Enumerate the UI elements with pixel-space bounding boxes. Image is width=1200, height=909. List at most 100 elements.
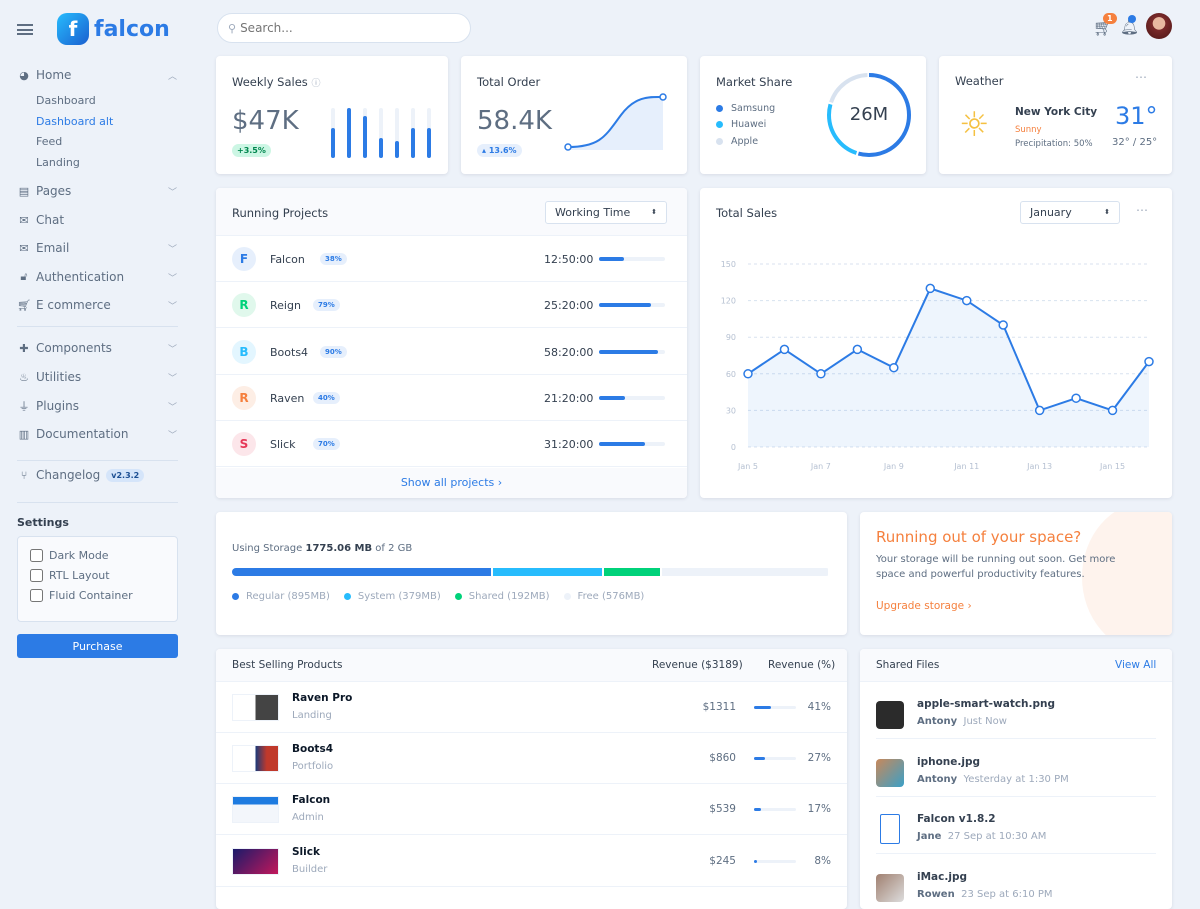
search-input[interactable]	[240, 21, 440, 35]
menu-toggle-icon[interactable]	[17, 24, 33, 35]
dark-mode-checkbox[interactable]: Dark Mode	[30, 545, 165, 565]
project-row[interactable]: F Falcon 38% 12:50:00	[216, 236, 687, 282]
email-icon: ✉	[17, 242, 31, 255]
product-row[interactable]: Raven Pro Landing $1311 41%	[216, 682, 847, 733]
project-row[interactable]: R Reign 79% 25:20:00	[216, 282, 687, 328]
sidebar-item-pages[interactable]: ▤Pages﹀	[17, 184, 177, 198]
product-row[interactable]: Falcon Admin $539 17%	[216, 784, 847, 835]
promo-text: Your storage will be running out soon. G…	[876, 552, 1126, 582]
storage-legend-item: Shared (192MB)	[455, 591, 550, 602]
view-all-link[interactable]: View All	[1115, 659, 1156, 671]
file-row[interactable]: apple-smart-watch.png Antony Just Now	[860, 682, 1172, 739]
sidebar-item-e-commerce[interactable]: 🛒︎E commerce﹀	[17, 298, 177, 312]
file-name[interactable]: iMac.jpg	[917, 871, 967, 883]
data-point[interactable]	[963, 297, 971, 305]
sidebar-item-authentication[interactable]: 🔓︎Authentication﹀	[17, 270, 177, 284]
file-name[interactable]: iphone.jpg	[917, 756, 980, 768]
project-row[interactable]: B Boots4 90% 58:20:00	[216, 329, 687, 375]
show-all-projects-link[interactable]: Show all projects ›	[216, 476, 687, 489]
checkbox[interactable]	[30, 589, 43, 602]
product-row[interactable]: Boots4 Portfolio $860 27%	[216, 733, 847, 784]
column-header[interactable]: Revenue (%)	[768, 659, 835, 671]
project-progress	[599, 350, 665, 354]
storage-segment	[662, 568, 828, 576]
project-row[interactable]: S Slick 70% 31:20:00	[216, 421, 687, 467]
card-title: Market Share	[716, 75, 792, 89]
upgrade-storage-link[interactable]: Upgrade storage ›	[876, 600, 972, 612]
best-selling-products-card: Best Selling Products Revenue ($3189) Re…	[216, 649, 847, 909]
data-point[interactable]	[1036, 406, 1044, 414]
file-name[interactable]: Falcon v1.8.2	[917, 813, 996, 825]
project-name[interactable]: Raven	[270, 392, 304, 405]
file-name[interactable]: apple-smart-watch.png	[917, 698, 1055, 710]
data-point[interactable]	[1072, 394, 1080, 402]
data-point[interactable]	[999, 321, 1007, 329]
fluid-container-checkbox[interactable]: Fluid Container	[30, 585, 165, 605]
data-point[interactable]	[1145, 358, 1153, 366]
file-row[interactable]: iMac.jpg Rowen 23 Sep at 6:10 PM	[860, 855, 1172, 909]
purchase-button[interactable]: Purchase	[17, 634, 178, 658]
sidebar-item-documentation[interactable]: ▥Documentation﹀	[17, 427, 177, 441]
more-options-icon[interactable]: ⋯	[1135, 70, 1147, 84]
checkbox[interactable]	[30, 569, 43, 582]
sidebar-item-label: E commerce	[36, 298, 111, 312]
sidebar-item-utilities[interactable]: ♨Utilities﹀	[17, 370, 177, 384]
bar	[363, 116, 367, 159]
file-row[interactable]: Falcon v1.8.2 Jane 27 Sep at 10:30 AM	[860, 797, 1172, 854]
shared-files-card: Shared Files View All apple-smart-watch.…	[860, 649, 1172, 909]
file-row[interactable]: iphone.jpg Antony Yesterday at 1:30 PM	[860, 740, 1172, 797]
sidebar-item-label: Utilities	[36, 370, 81, 384]
total-order-value: 58.4K	[477, 106, 552, 136]
storage-promo-card: Running out of your space? Your storage …	[860, 512, 1172, 635]
storage-segment	[493, 568, 603, 576]
product-thumbnail	[232, 745, 279, 772]
data-point[interactable]	[890, 364, 898, 372]
sidebar-item-label: Email	[36, 241, 69, 255]
data-point[interactable]	[1109, 406, 1117, 414]
project-name[interactable]: Reign	[270, 299, 301, 312]
product-name[interactable]: Boots4	[292, 743, 333, 755]
search-box[interactable]: ⚲	[217, 13, 471, 43]
help-icon[interactable]: ⓘ	[311, 79, 320, 89]
data-point[interactable]	[926, 284, 934, 292]
sidebar-item-email[interactable]: ✉Email﹀	[17, 241, 177, 255]
working-time-select[interactable]: Working Time⬍	[545, 201, 667, 224]
product-row[interactable]: Slick Builder $245 8%	[216, 836, 847, 887]
sidebar-sub-dashboard-alt[interactable]: Dashboard alt	[36, 115, 113, 128]
data-point[interactable]	[780, 345, 788, 353]
sidebar-sub-feed[interactable]: Feed	[36, 135, 62, 148]
version-badge: v2.3.2	[106, 469, 144, 482]
sidebar-item-components[interactable]: ✚Components﹀	[17, 341, 177, 355]
product-name[interactable]: Slick	[292, 846, 320, 858]
project-row[interactable]: R Raven 40% 21:20:00	[216, 375, 687, 421]
column-header[interactable]: Revenue ($3189)	[652, 659, 743, 671]
product-name[interactable]: Falcon	[292, 794, 330, 806]
logo[interactable]: f falcon	[57, 13, 170, 45]
chevron-down-icon: ﹀	[168, 371, 177, 384]
product-name[interactable]: Raven Pro	[292, 692, 352, 704]
project-name[interactable]: Boots4	[270, 346, 308, 359]
data-point[interactable]	[853, 345, 861, 353]
storage-usage-text: Using Storage 1775.06 MB of 2 GB	[232, 543, 412, 554]
sidebar-item-plugins[interactable]: ⏚Plugins﹀	[17, 398, 177, 414]
sidebar-item-chat[interactable]: ✉Chat	[17, 213, 177, 227]
y-tick-label: 30	[726, 406, 736, 415]
legend-dot	[564, 593, 571, 600]
sidebar-item-home[interactable]: ◕Home︿	[17, 68, 177, 82]
data-point[interactable]	[817, 370, 825, 378]
puzzle-icon: ✚	[17, 342, 31, 355]
project-name[interactable]: Slick	[270, 438, 296, 451]
checkbox[interactable]	[30, 549, 43, 562]
rtl-layout-checkbox[interactable]: RTL Layout	[30, 565, 165, 585]
sidebar-sub-dashboard[interactable]: Dashboard	[36, 94, 96, 107]
storage-segment	[232, 568, 491, 576]
chevron-down-icon: ﹀	[168, 342, 177, 355]
progress-fill	[599, 350, 658, 354]
sidebar-item-label: Changelog	[36, 468, 100, 482]
data-point[interactable]	[744, 370, 752, 378]
project-name[interactable]: Falcon	[270, 253, 305, 266]
project-progress	[599, 442, 665, 446]
sidebar-sub-landing[interactable]: Landing	[36, 156, 80, 169]
avatar[interactable]	[1146, 13, 1172, 39]
